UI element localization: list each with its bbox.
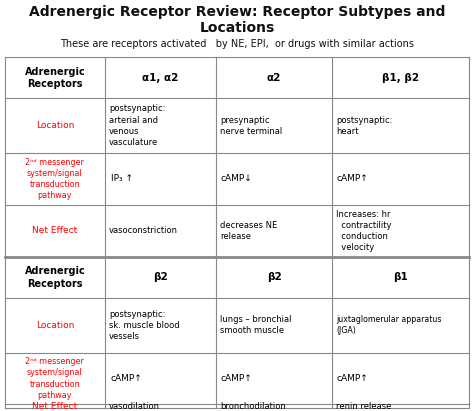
Text: These are receptors activated   by NE, EPI,  or drugs with similar actions: These are receptors activated by NE, EPI… (60, 39, 414, 49)
Text: decreases NE
release: decreases NE release (220, 221, 277, 241)
Text: postsynaptic:
sk. muscle blood
vessels: postsynaptic: sk. muscle blood vessels (109, 310, 179, 341)
Text: Net Effect: Net Effect (32, 402, 78, 411)
Text: cAMP↓: cAMP↓ (220, 174, 252, 183)
Text: IP₃ ↑: IP₃ ↑ (111, 174, 133, 183)
Text: Location: Location (36, 321, 74, 330)
Text: 2ⁿᵈ messenger
system/signal
transduction
pathway: 2ⁿᵈ messenger system/signal transduction… (26, 358, 84, 399)
Text: Adrenergic
Receptors: Adrenergic Receptors (25, 266, 85, 289)
Text: Locations: Locations (200, 21, 274, 35)
Text: presynaptic
nerve terminal: presynaptic nerve terminal (220, 115, 283, 136)
Text: Adrenergic Receptor Review: Receptor Subtypes and: Adrenergic Receptor Review: Receptor Sub… (29, 5, 445, 19)
Text: postsynaptic:
arterial and
venous
vasculature: postsynaptic: arterial and venous vascul… (109, 104, 165, 147)
Text: α2: α2 (267, 73, 281, 83)
Text: cAMP↑: cAMP↑ (111, 374, 143, 383)
Text: Location: Location (36, 121, 74, 130)
Text: postsynaptic:
heart: postsynaptic: heart (336, 115, 392, 136)
Text: 2ⁿᵈ messenger
system/signal
transduction
pathway: 2ⁿᵈ messenger system/signal transduction… (26, 158, 84, 200)
Text: Adrenergic
Receptors: Adrenergic Receptors (25, 67, 85, 89)
Text: α1, α2: α1, α2 (142, 73, 179, 83)
Text: juxtaglomerular apparatus
(JGA): juxtaglomerular apparatus (JGA) (336, 315, 442, 335)
Text: cAMP↑: cAMP↑ (336, 374, 368, 383)
Text: bronchodilation: bronchodilation (220, 402, 286, 411)
Text: Increases: hr
  contractility
  conduction
  velocity: Increases: hr contractility conduction v… (336, 210, 392, 252)
Text: Net Effect: Net Effect (32, 226, 78, 235)
Text: β2: β2 (153, 272, 168, 282)
Text: cAMP↑: cAMP↑ (336, 174, 368, 183)
Text: renin release: renin release (336, 402, 392, 411)
Text: vasodilation: vasodilation (109, 402, 160, 411)
Text: cAMP↑: cAMP↑ (220, 374, 252, 383)
Text: β2: β2 (267, 272, 282, 282)
Text: vasoconstriction: vasoconstriction (109, 226, 178, 235)
Text: β1: β1 (393, 272, 408, 282)
Text: lungs – bronchial
smooth muscle: lungs – bronchial smooth muscle (220, 315, 292, 335)
Text: β1, β2: β1, β2 (382, 73, 419, 83)
